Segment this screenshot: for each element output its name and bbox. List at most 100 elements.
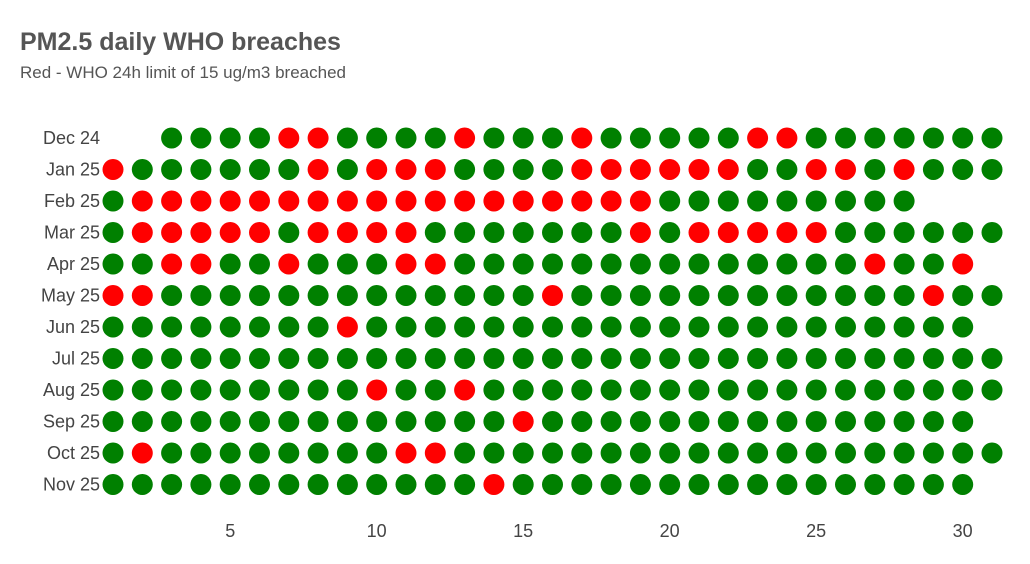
ok-day-dot — [805, 253, 827, 275]
breach-day-dot — [131, 190, 153, 212]
ok-day-dot — [161, 285, 183, 306]
ok-day-dot — [629, 442, 651, 464]
ok-day-dot — [864, 127, 886, 149]
ok-day-dot — [922, 442, 944, 464]
ok-day-dot — [981, 285, 1003, 306]
ok-day-dot — [278, 285, 300, 306]
ok-day-dot — [981, 379, 1003, 401]
ok-day-dot — [571, 285, 593, 306]
ok-day-dot — [249, 316, 270, 338]
ok-day-dot — [190, 474, 212, 495]
ok-day-dot — [190, 127, 212, 149]
ok-day-dot — [864, 348, 886, 369]
ok-day-dot — [190, 442, 212, 464]
ok-day-dot — [864, 411, 886, 432]
breach-day-dot — [278, 253, 300, 275]
x-tick-label: 5 — [225, 521, 235, 541]
ok-day-dot — [190, 159, 212, 180]
ok-day-dot — [249, 159, 270, 180]
breach-day-dot — [600, 190, 622, 212]
ok-day-dot — [131, 411, 153, 432]
ok-day-dot — [864, 379, 886, 401]
row-label: May 25 — [41, 286, 100, 306]
ok-day-dot — [659, 379, 681, 401]
ok-day-dot — [747, 253, 769, 275]
row-label: Dec 24 — [43, 128, 100, 148]
ok-day-dot — [512, 253, 534, 275]
ok-day-dot — [307, 411, 329, 432]
ok-day-dot — [688, 379, 710, 401]
ok-day-dot — [952, 285, 974, 306]
ok-day-dot — [542, 411, 563, 432]
ok-day-dot — [717, 411, 739, 432]
ok-day-dot — [307, 285, 329, 306]
ok-day-dot — [893, 348, 915, 369]
ok-day-dot — [776, 379, 798, 401]
ok-day-dot — [893, 316, 915, 338]
breach-day-dot — [659, 159, 681, 180]
breach-day-dot — [336, 222, 358, 243]
ok-day-dot — [249, 348, 270, 369]
ok-day-dot — [336, 127, 358, 149]
ok-day-dot — [102, 379, 124, 401]
ok-day-dot — [659, 285, 681, 306]
ok-day-dot — [161, 348, 183, 369]
ok-day-dot — [659, 316, 681, 338]
ok-day-dot — [893, 285, 915, 306]
ok-day-dot — [219, 442, 241, 464]
ok-day-dot — [952, 348, 974, 369]
ok-day-dot — [659, 442, 681, 464]
ok-day-dot — [571, 222, 593, 243]
ok-day-dot — [161, 379, 183, 401]
breach-day-dot — [366, 222, 388, 243]
ok-day-dot — [161, 411, 183, 432]
ok-day-dot — [395, 379, 417, 401]
breach-day-dot — [278, 127, 300, 149]
ok-day-dot — [307, 316, 329, 338]
ok-day-dot — [717, 316, 739, 338]
ok-day-dot — [571, 253, 593, 275]
ok-day-dot — [102, 190, 124, 212]
ok-day-dot — [864, 159, 886, 180]
ok-day-dot — [952, 411, 974, 432]
ok-day-dot — [395, 348, 417, 369]
ok-day-dot — [629, 127, 651, 149]
ok-day-dot — [131, 348, 153, 369]
ok-day-dot — [161, 474, 183, 495]
ok-day-dot — [454, 316, 476, 338]
ok-day-dot — [542, 222, 563, 243]
ok-day-dot — [600, 127, 622, 149]
ok-day-dot — [864, 190, 886, 212]
ok-day-dot — [688, 253, 710, 275]
ok-day-dot — [805, 379, 827, 401]
ok-day-dot — [307, 348, 329, 369]
ok-day-dot — [366, 442, 388, 464]
breach-day-dot — [278, 190, 300, 212]
ok-day-dot — [454, 411, 476, 432]
ok-day-dot — [278, 348, 300, 369]
ok-day-dot — [483, 348, 505, 369]
ok-day-dot — [395, 285, 417, 306]
x-axis-labels: 5 10 15 20 25 30 — [225, 521, 973, 541]
ok-day-dot — [835, 127, 856, 149]
ok-day-dot — [688, 316, 710, 338]
breach-day-dot — [366, 159, 388, 180]
ok-day-dot — [483, 159, 505, 180]
ok-day-dot — [688, 190, 710, 212]
ok-day-dot — [571, 348, 593, 369]
ok-day-dot — [952, 474, 974, 495]
x-tick-label: 30 — [953, 521, 973, 541]
ok-day-dot — [571, 474, 593, 495]
row-label: Mar 25 — [44, 223, 100, 243]
chart-dots — [102, 127, 1003, 495]
ok-day-dot — [835, 222, 856, 243]
ok-day-dot — [805, 190, 827, 212]
ok-day-dot — [512, 222, 534, 243]
ok-day-dot — [483, 442, 505, 464]
breach-day-dot — [366, 190, 388, 212]
ok-day-dot — [424, 411, 446, 432]
ok-day-dot — [805, 411, 827, 432]
ok-day-dot — [161, 127, 183, 149]
ok-day-dot — [307, 474, 329, 495]
ok-day-dot — [600, 222, 622, 243]
